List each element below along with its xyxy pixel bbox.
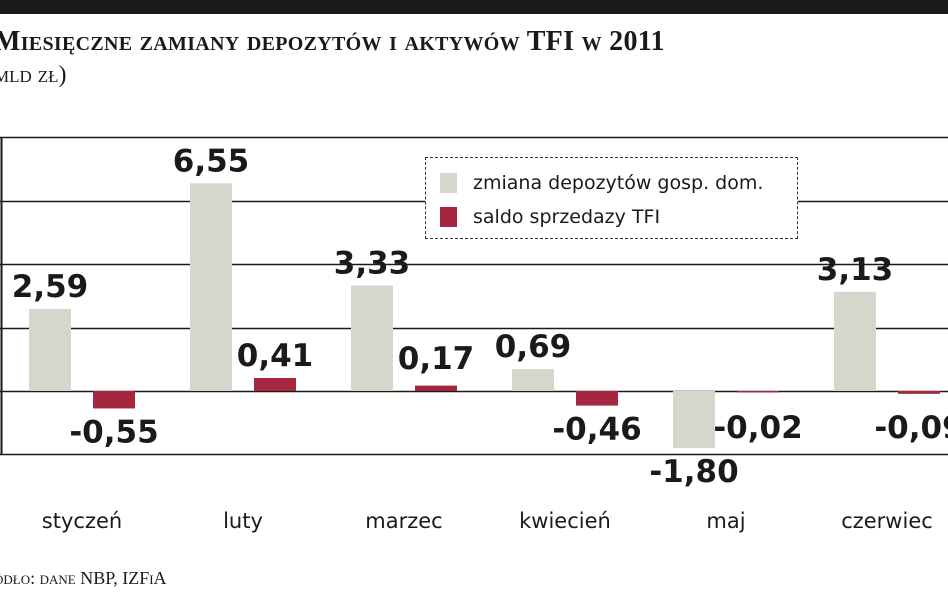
x-tick-label: kwiecień bbox=[519, 509, 611, 533]
data-label: 3,33 bbox=[334, 245, 411, 281]
legend: zmiana depozytów gosp. dom. saldo sprzed… bbox=[425, 157, 798, 239]
bar-deposits bbox=[512, 369, 554, 391]
bar-tfi bbox=[415, 385, 457, 391]
legend-item-deposits: zmiana depozytów gosp. dom. bbox=[440, 172, 763, 194]
data-label: 0,69 bbox=[495, 329, 572, 365]
bar-deposits bbox=[673, 391, 715, 449]
bar-tfi bbox=[93, 391, 135, 409]
x-tick-label: czerwiec bbox=[841, 509, 933, 533]
data-label: -0,46 bbox=[552, 412, 641, 448]
bar-tfi bbox=[576, 391, 618, 406]
x-tick-label: maj bbox=[706, 509, 745, 533]
x-tick-label: marzec bbox=[365, 509, 442, 533]
data-label: 3,13 bbox=[817, 252, 894, 288]
top-bar bbox=[0, 0, 948, 14]
data-label: -0,02 bbox=[713, 410, 802, 446]
legend-label-deposits: zmiana depozytów gosp. dom. bbox=[473, 172, 764, 194]
bar-tfi bbox=[254, 378, 296, 391]
data-label: 0,17 bbox=[398, 341, 475, 377]
data-label: 2,59 bbox=[12, 269, 89, 305]
bar-deposits bbox=[29, 308, 71, 391]
legend-item-tfi: saldo sprzedazy TFI bbox=[440, 206, 660, 228]
data-label: 0,41 bbox=[237, 338, 314, 374]
legend-label-tfi: saldo sprzedazy TFI bbox=[473, 206, 661, 228]
bar-deposits bbox=[190, 183, 232, 391]
data-label: -0,09 bbox=[874, 410, 948, 446]
chart-unit: mld zł) bbox=[0, 62, 67, 88]
x-tick-label: luty bbox=[223, 509, 263, 533]
data-label: -0,55 bbox=[69, 414, 158, 450]
legend-swatch-deposits bbox=[440, 173, 457, 193]
bar-tfi bbox=[737, 391, 779, 393]
bar-deposits bbox=[351, 285, 393, 391]
x-tick-label: styczeń bbox=[42, 509, 122, 533]
bar-tfi bbox=[898, 391, 940, 394]
legend-swatch-tfi bbox=[440, 207, 457, 227]
bar-deposits bbox=[834, 291, 876, 391]
data-label: 6,55 bbox=[173, 143, 250, 179]
source-note: ódło: dane NBP, IZFiA bbox=[0, 568, 167, 588]
data-label: -1,80 bbox=[649, 454, 738, 490]
chart-title: Miesięczne zamiany depozytów i aktywów T… bbox=[0, 26, 665, 57]
bar-chart: 2,59 -0,55 styczeń 6,55 0,41 luty 3,33 0,17 marz… bbox=[0, 136, 948, 533]
